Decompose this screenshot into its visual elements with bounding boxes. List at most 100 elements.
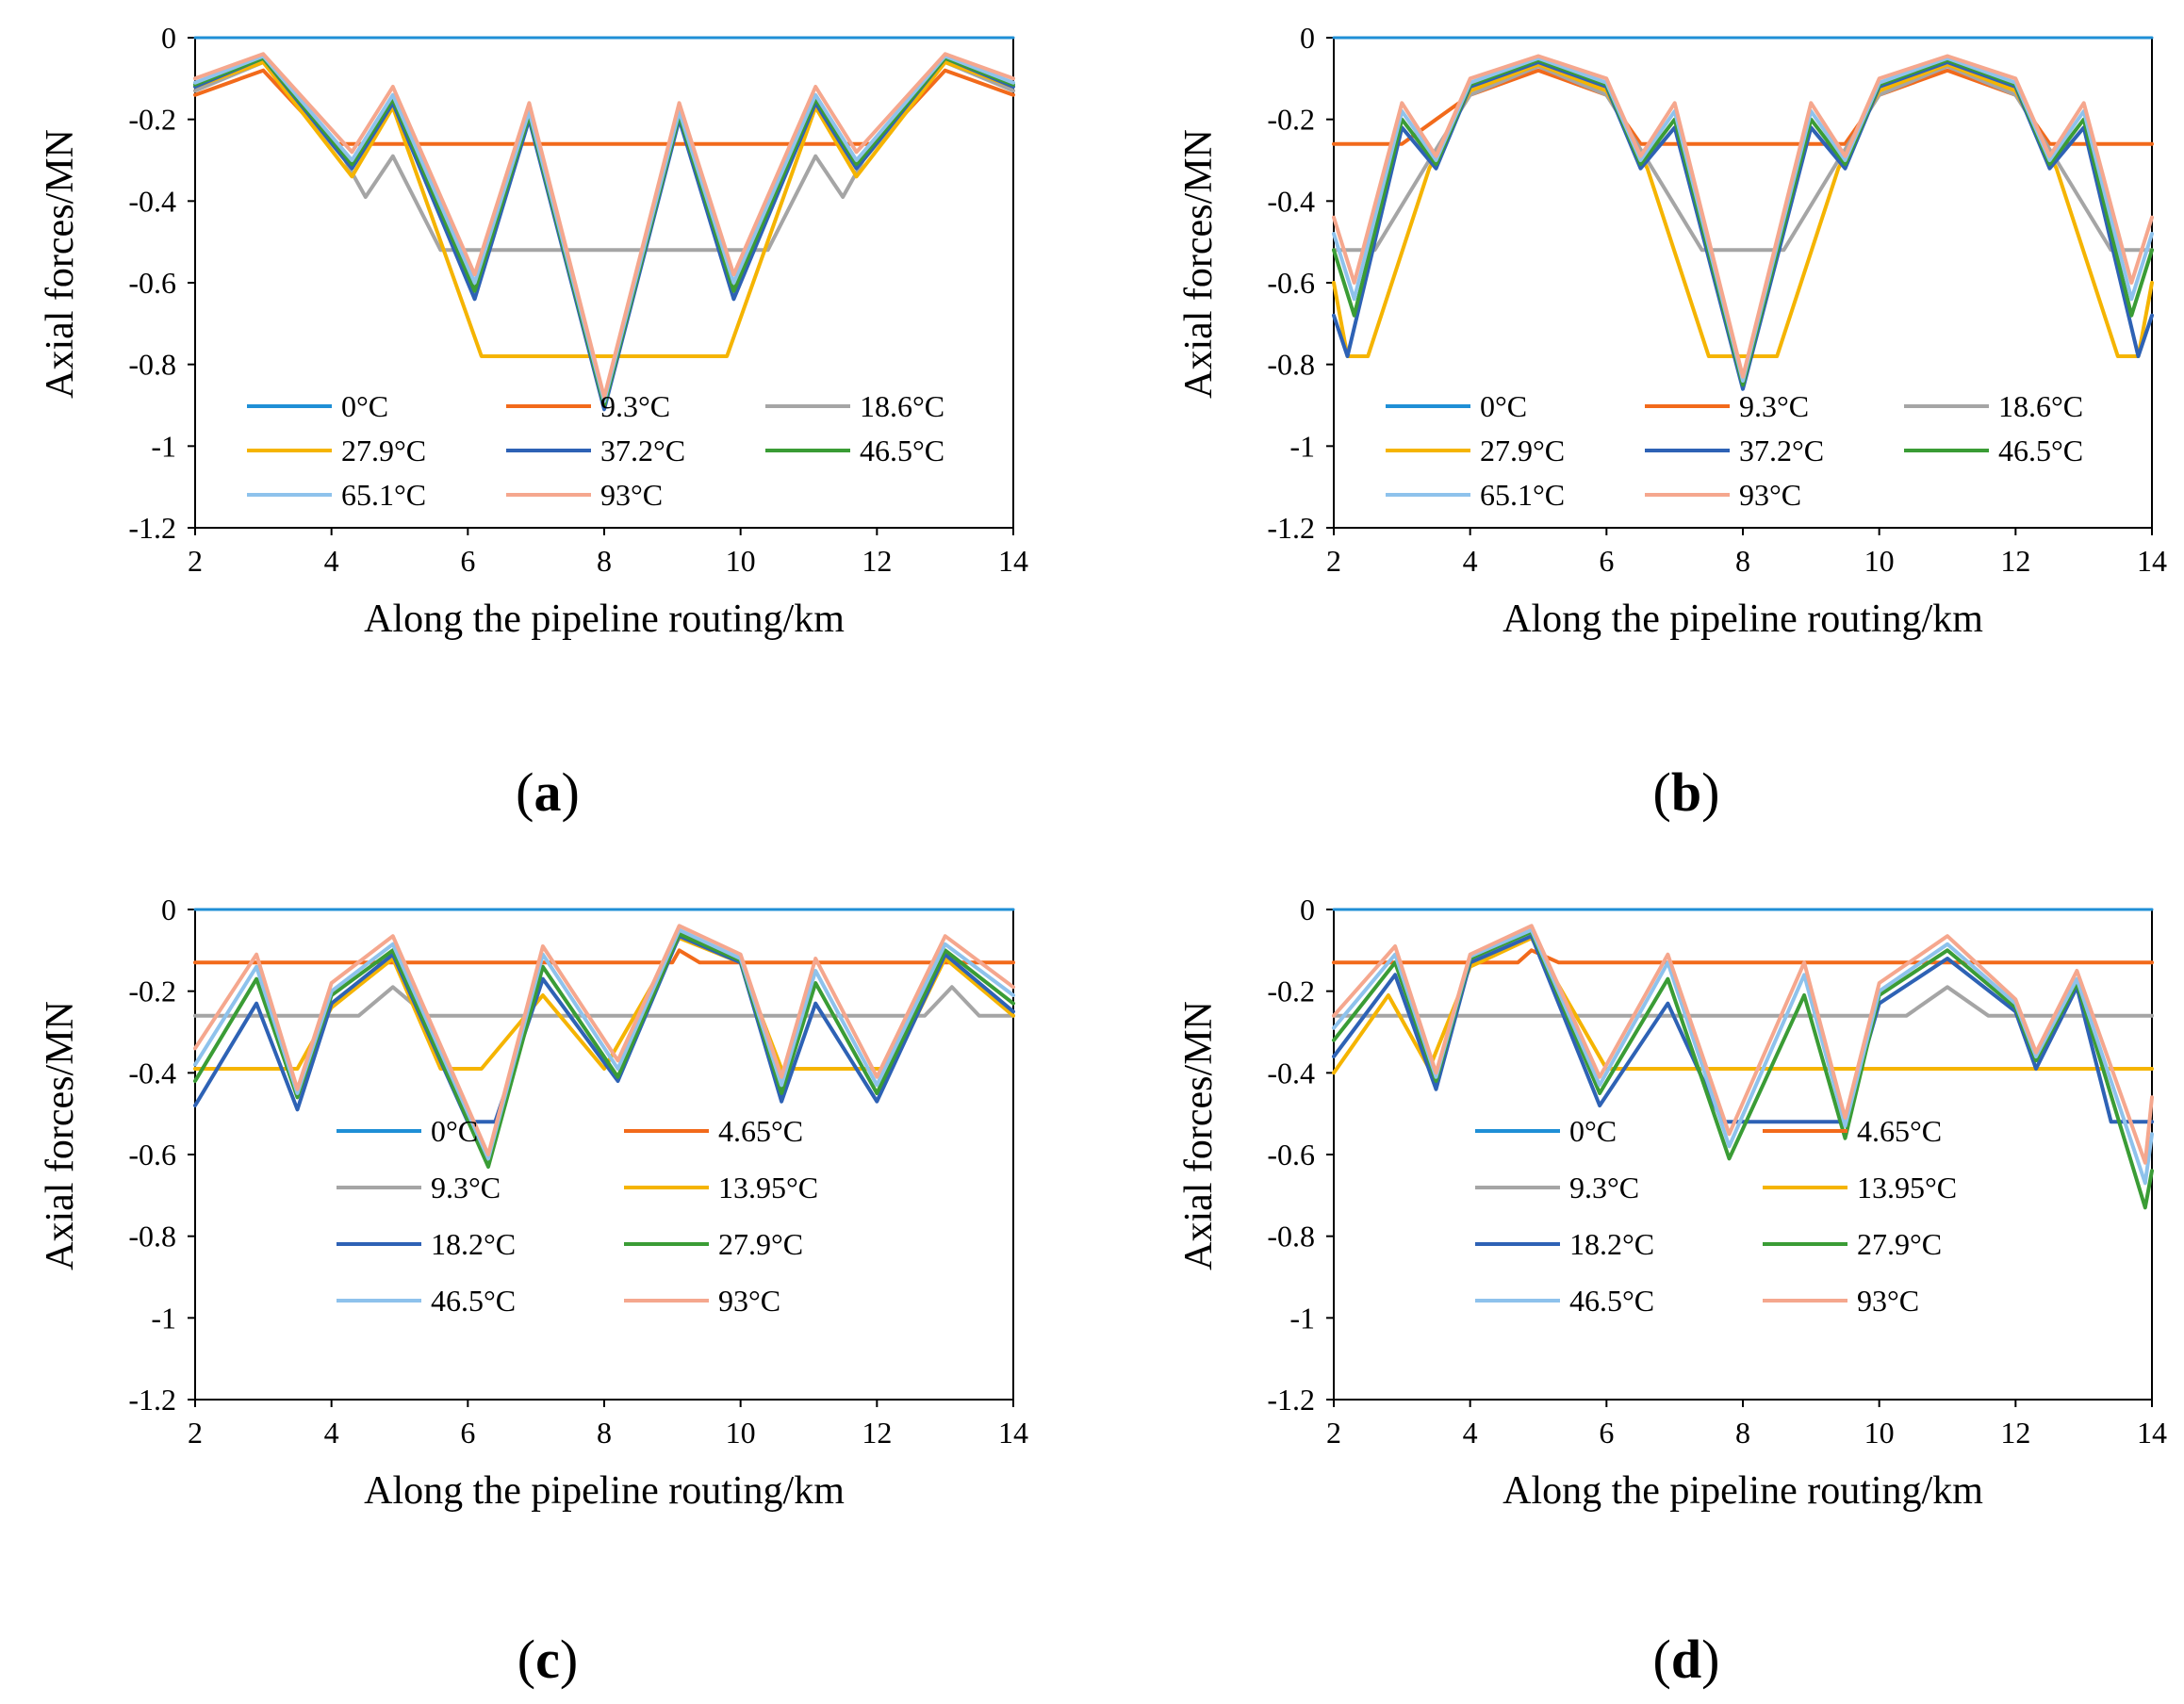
- x-axis-label: Along the pipeline routing/km: [1503, 1469, 1983, 1513]
- y-tick-label: -0.4: [128, 1056, 176, 1090]
- series-line-6: [1332, 57, 2154, 387]
- legend-label: 18.2°C: [1569, 1227, 1654, 1261]
- panel-label-open: (: [1653, 762, 1671, 823]
- legend-label: 46.5°C: [1569, 1284, 1654, 1318]
- y-tick-label: -1: [151, 1301, 176, 1335]
- panel-label-close: ): [1701, 762, 1719, 823]
- series-line-3: [193, 985, 1015, 1018]
- panel-label: (d): [1653, 1629, 1720, 1690]
- x-tick-label: 6: [460, 544, 475, 578]
- x-axis-label: Along the pipeline routing/km: [1503, 598, 1983, 641]
- legend-label: 27.9°C: [1857, 1227, 1942, 1261]
- y-tick-label: -0.4: [128, 184, 176, 218]
- panel-label-open: (: [516, 762, 534, 823]
- legend-label: 9.3°C: [431, 1171, 501, 1204]
- y-axis-label: Axial forces/MN: [39, 1001, 82, 1270]
- x-tick-label: 10: [1864, 1416, 1895, 1450]
- x-tick-label: 4: [324, 1416, 339, 1450]
- series-line-6: [193, 56, 1015, 407]
- x-tick-label: 10: [726, 544, 756, 578]
- x-tick-label: 12: [862, 1416, 892, 1450]
- x-tick-label: 12: [2000, 1416, 2030, 1450]
- panel-label: (b): [1653, 762, 1720, 823]
- y-tick-label: -1.2: [128, 511, 176, 545]
- x-tick-label: 10: [1864, 544, 1895, 578]
- x-tick-label: 12: [2000, 544, 2030, 578]
- plot-frame: [194, 909, 1014, 1401]
- series-line-2: [1332, 948, 2154, 965]
- y-tick-label: -0.8: [128, 348, 176, 382]
- series-line-7: [1332, 56, 2154, 383]
- y-tick-label: -0.4: [1267, 1056, 1315, 1090]
- series-line-2: [193, 68, 1015, 146]
- legend: 0°C 9.3°C 18.6°C 27.9°C 37.2°C 46.5°C 65.1°C 93…: [1386, 389, 2083, 512]
- panel-label-close: ): [560, 1629, 578, 1690]
- panel-label: (c): [517, 1629, 578, 1690]
- legend-label: 65.1°C: [1480, 478, 1565, 512]
- y-tick-label: -1: [151, 429, 176, 463]
- legend-label: 9.3°C: [1569, 1171, 1639, 1204]
- y-axis-label: Axial forces/MN: [1177, 129, 1221, 399]
- chart-panel-c: 0 -0.2 -0.4 -0.6 -0.8 -1 -1.2 2 4 6 8 10 12 14 Along t…: [39, 893, 1028, 1690]
- x-tick-label: 6: [460, 1416, 475, 1450]
- legend-label: 0°C: [1569, 1114, 1617, 1148]
- chart-panel-b: 0 -0.2 -0.4 -0.6 -0.8 -1 -1.2 2 4 6 8 10 12 14 Along t…: [1177, 21, 2167, 823]
- legend-label: 93°C: [1857, 1284, 1919, 1318]
- series-line-3: [193, 60, 1015, 253]
- x-tick-label: 14: [998, 1416, 1028, 1450]
- x-axis-label: Along the pipeline routing/km: [364, 1469, 845, 1513]
- x-tick-label: 14: [998, 544, 1028, 578]
- legend-label: 18.6°C: [1998, 389, 2083, 423]
- x-tick-label: 2: [1326, 1416, 1341, 1450]
- panel-label-letter: a: [534, 762, 562, 823]
- panel-label-letter: b: [1671, 762, 1701, 823]
- series-line-3: [1332, 64, 2154, 253]
- y-tick-label: -1.2: [1267, 511, 1315, 545]
- y-tick-label: 0: [161, 893, 176, 926]
- y-axis-label: Axial forces/MN: [39, 129, 82, 399]
- series-line-5: [193, 934, 1015, 1124]
- legend-label: 93°C: [600, 478, 663, 512]
- legend-label: 13.95°C: [1857, 1171, 1957, 1204]
- legend-label: 27.9°C: [341, 434, 426, 467]
- x-tick-label: 4: [324, 544, 339, 578]
- x-tick-label: 2: [1326, 544, 1341, 578]
- panel-label-open: (: [517, 1629, 535, 1690]
- legend: 0°C 4.65°C 9.3°C 13.95°C 18.2°C 27.9°C 46.5°C 9…: [1475, 1114, 1957, 1318]
- panel-label-letter: c: [535, 1629, 560, 1690]
- legend-label: 4.65°C: [1857, 1114, 1942, 1148]
- y-tick-label: -0.6: [1267, 1138, 1315, 1172]
- y-tick-label: -0.8: [1267, 348, 1315, 382]
- x-tick-label: 6: [1599, 544, 1614, 578]
- y-tick-label: -0.8: [128, 1220, 176, 1253]
- legend-label: 13.95°C: [718, 1171, 818, 1204]
- y-tick-label: -0.2: [128, 103, 176, 137]
- series-line-7: [193, 54, 1015, 403]
- legend-label: 46.5°C: [431, 1284, 516, 1318]
- chart-panel-a: 0 -0.2 -0.4 -0.6 -0.8 -1 -1.2 2 4 6 8 10 12 14 Along t…: [39, 21, 1028, 823]
- series-line-4: [193, 60, 1015, 358]
- y-tick-label: -0.2: [128, 975, 176, 1008]
- y-tick-label: -0.4: [1267, 184, 1315, 218]
- x-tick-label: 8: [597, 1416, 612, 1450]
- legend-label: 0°C: [431, 1114, 478, 1148]
- x-axis-label: Along the pipeline routing/km: [364, 598, 845, 641]
- legend: 0°C 9.3°C 18.6°C 27.9°C 37.2°C 46.5°C 65.1°C 93…: [247, 389, 944, 512]
- y-tick-label: -0.2: [1267, 975, 1315, 1008]
- y-tick-label: -0.6: [128, 266, 176, 300]
- panel-label-open: (: [1653, 1629, 1671, 1690]
- chart-panel-d: 0 -0.2 -0.4 -0.6 -0.8 -1 -1.2 2 4 6 8 10 12 14 Along t…: [1177, 893, 2167, 1690]
- y-tick-label: -0.2: [1267, 103, 1315, 137]
- legend-label: 37.2°C: [1739, 434, 1824, 467]
- x-tick-label: 8: [1735, 1416, 1750, 1450]
- panel-label-close: ): [562, 762, 580, 823]
- y-tick-label: -1: [1289, 1301, 1315, 1335]
- x-tick-label: 14: [2137, 544, 2167, 578]
- legend-label: 65.1°C: [341, 478, 426, 512]
- y-tick-label: -1.2: [1267, 1383, 1315, 1417]
- series-line-4: [1332, 62, 2154, 358]
- legend-label: 9.3°C: [1739, 389, 1809, 423]
- series-line-8: [193, 924, 1015, 1156]
- plot-frame: [1333, 909, 2153, 1401]
